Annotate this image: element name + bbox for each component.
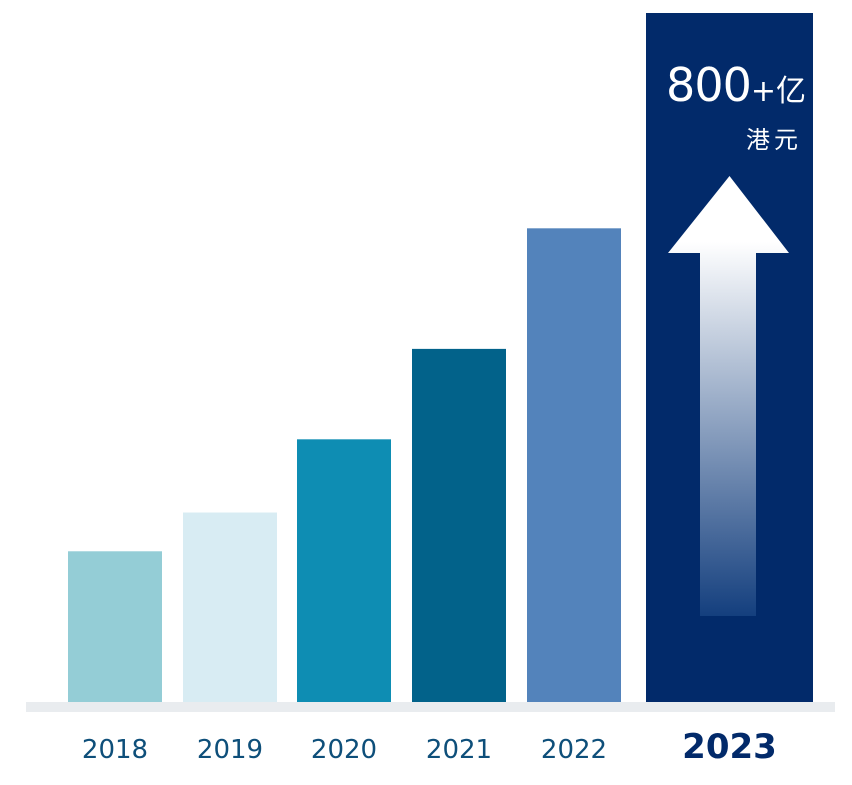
category-label-2022: 2022 <box>541 735 607 765</box>
category-labels: 2018 2019 2020 2021 2022 2023 <box>82 727 777 767</box>
bar-2022 <box>527 228 621 702</box>
category-label-2021: 2021 <box>426 735 492 765</box>
category-label-2020: 2020 <box>311 735 377 765</box>
bar-2018 <box>68 551 162 702</box>
highlight-value-plus: + <box>750 74 776 109</box>
highlight-value-number: 800 <box>666 58 752 112</box>
highlight-value-unit: 亿 <box>776 74 806 109</box>
highlight-currency: 港元 <box>746 126 802 154</box>
growth-arrow-icon <box>668 176 789 616</box>
category-label-2023: 2023 <box>682 727 777 767</box>
highlight-value: 800+亿 <box>646 58 806 112</box>
category-label-2018: 2018 <box>82 735 148 765</box>
bar-2020 <box>297 439 391 702</box>
category-label-2019: 2019 <box>197 735 263 765</box>
baseline <box>26 702 835 712</box>
bar-2021 <box>412 348 506 702</box>
bar-2019 <box>183 512 277 702</box>
up-arrow-icon <box>668 176 789 616</box>
